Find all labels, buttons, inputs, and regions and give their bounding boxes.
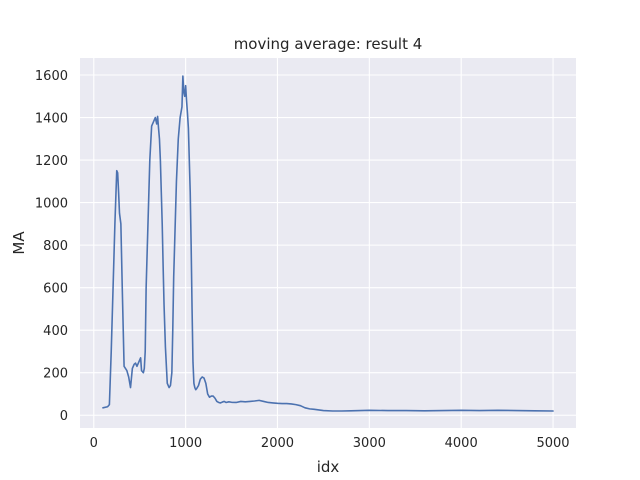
x-tick-label: 4000: [445, 436, 478, 451]
series-layer: [102, 75, 554, 412]
x-tick-label: 2000: [261, 436, 294, 451]
x-axis-label: idx: [317, 458, 340, 476]
x-tick-label: 1000: [169, 436, 202, 451]
tick-labels: 0 1000 2000 3000 4000 5000 0 200 400 600 800 1000 12…: [35, 69, 570, 451]
y-tick-label: 800: [43, 239, 68, 254]
y-tick-label: 400: [43, 324, 68, 339]
y-axis-label: MA: [10, 231, 28, 255]
y-tick-label: 0: [60, 409, 68, 424]
y-tick-label: 1600: [35, 69, 68, 84]
y-tick-label: 1200: [35, 154, 68, 169]
x-tick-label: 0: [90, 436, 98, 451]
series-line: [102, 75, 554, 412]
chart-title: moving average: result 4: [234, 35, 423, 53]
x-tick-label: 5000: [536, 436, 569, 451]
y-tick-label: 200: [43, 367, 68, 382]
y-tick-label: 1000: [35, 197, 68, 212]
x-tick-label: 3000: [353, 436, 386, 451]
y-tick-label: 1400: [35, 112, 68, 127]
y-tick-label: 600: [43, 282, 68, 297]
grid: [80, 58, 576, 428]
